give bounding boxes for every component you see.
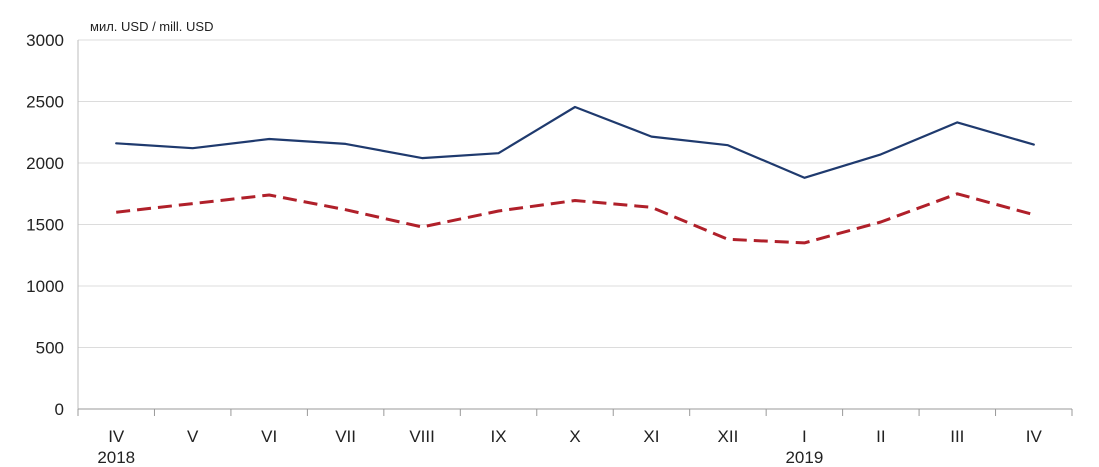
grid-lines (78, 39, 1072, 348)
series-line-2 (116, 192, 1035, 245)
y-tick-label: 500 (36, 339, 64, 358)
x-tick-label: I (802, 427, 807, 446)
y-axis: 0 500 1000 1500 2000 2500 3000 (26, 31, 79, 419)
x-tick-label: VI (261, 427, 277, 446)
y-tick-label: 0 (55, 400, 64, 419)
x-tick-label: VII (335, 427, 356, 446)
x-tick-label: II (876, 427, 885, 446)
x-tick-label: VIII (409, 427, 435, 446)
unit-label: мил. USD / mill. USD (90, 19, 213, 34)
y-tick-label: 2500 (26, 93, 64, 112)
x-tick-label: IV (1026, 427, 1043, 446)
x-tick-label: XII (718, 427, 739, 446)
series-line-1 (115, 105, 1035, 179)
x-tick-label: XI (643, 427, 659, 446)
x-tick-label: III (950, 427, 964, 446)
y-tick-label: 3000 (26, 31, 64, 50)
x-tick-label: IV (108, 427, 125, 446)
x-tick-label: X (569, 427, 580, 446)
x-tick-label: V (187, 427, 199, 446)
series-group (115, 105, 1035, 245)
year-label: 2019 (785, 448, 823, 467)
year-label: 2018 (97, 448, 135, 467)
y-tick-label: 1000 (26, 277, 64, 296)
y-tick-label: 2000 (26, 154, 64, 173)
x-tick-label: IX (491, 427, 507, 446)
y-tick-label: 1500 (26, 216, 64, 235)
